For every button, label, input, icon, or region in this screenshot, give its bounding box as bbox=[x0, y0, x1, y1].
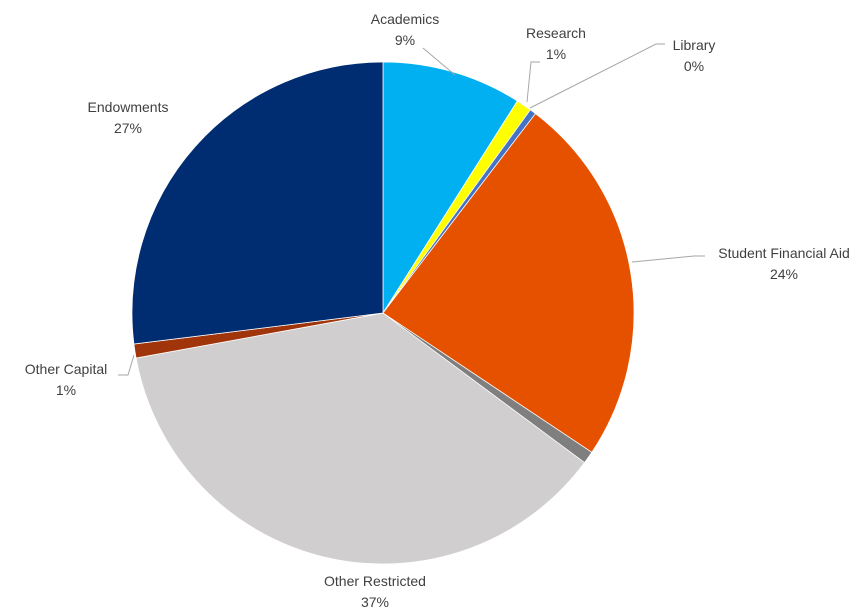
label-library: Library bbox=[673, 37, 716, 53]
leader-line-research bbox=[526, 61, 540, 103]
data-labels: Academics 9% Research 1% Library 0% Stud… bbox=[25, 11, 850, 610]
label-academics: Academics bbox=[371, 11, 439, 27]
label-endowments: Endowments bbox=[88, 99, 169, 115]
label-other-restricted-pct: 37% bbox=[361, 594, 389, 610]
label-academics-pct: 9% bbox=[395, 32, 415, 48]
slice-other-restricted bbox=[135, 312, 586, 565]
label-other-capital-pct: 1% bbox=[56, 382, 76, 398]
label-other-restricted: Other Restricted bbox=[324, 573, 426, 589]
slice-student-financial-aid bbox=[382, 113, 635, 453]
leader-lines bbox=[118, 43, 705, 376]
label-endowments-pct: 27% bbox=[114, 120, 142, 136]
slice-endowments bbox=[131, 61, 384, 345]
label-other-capital: Other Capital bbox=[25, 361, 107, 377]
label-student-financial-aid: Student Financial Aid bbox=[718, 245, 850, 261]
leader-line-library bbox=[529, 43, 665, 109]
leader-line-student-financial-aid bbox=[631, 255, 705, 263]
label-library-pct: 0% bbox=[684, 58, 704, 74]
label-student-financial-aid-pct: 24% bbox=[770, 266, 798, 282]
label-research-pct: 1% bbox=[546, 46, 566, 62]
leader-line-academics bbox=[422, 47, 456, 76]
slice-academics bbox=[382, 61, 518, 315]
pie-slices bbox=[131, 61, 635, 565]
label-research: Research bbox=[526, 25, 586, 41]
leader-line-other-capital bbox=[118, 354, 135, 376]
